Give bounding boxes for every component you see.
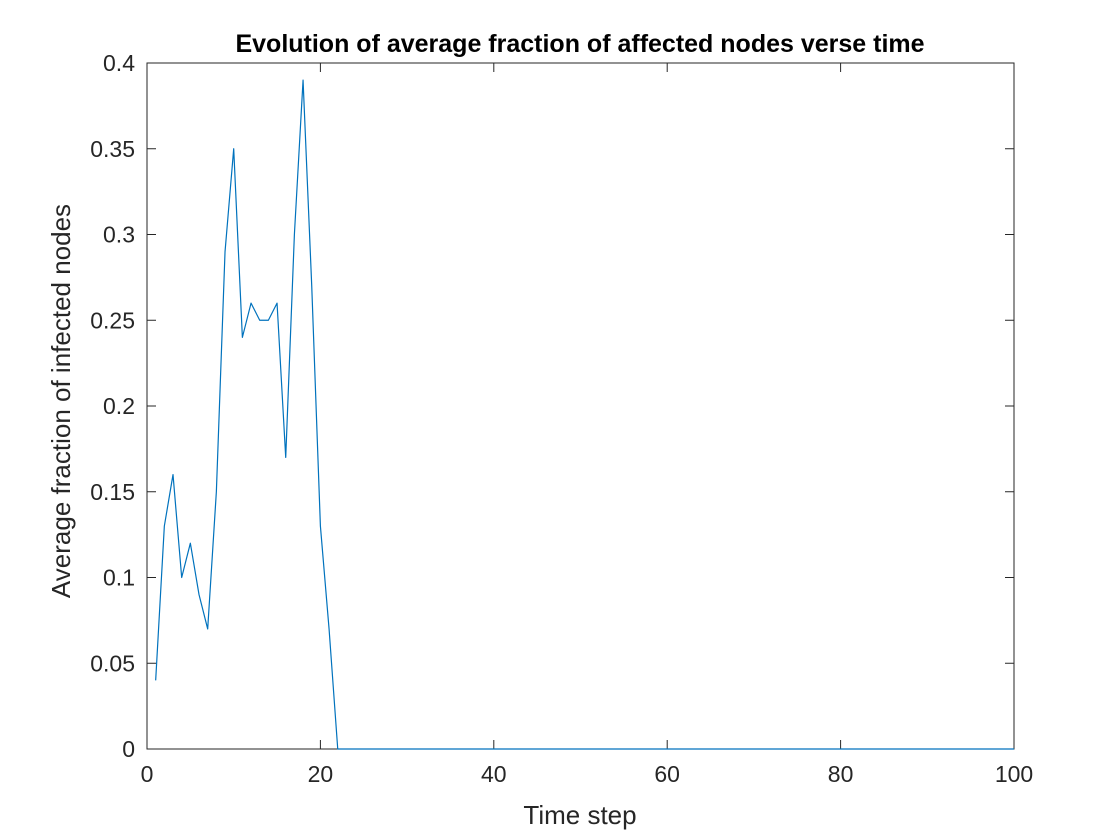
series-layer bbox=[155, 79, 1014, 750]
chart-title: Evolution of average fraction of affecte… bbox=[235, 30, 924, 58]
x-tick-label: 0 bbox=[141, 761, 154, 787]
x-tick-label: 60 bbox=[654, 761, 680, 787]
y-tick-label: 0.35 bbox=[90, 136, 135, 162]
x-axis-label: Time step bbox=[523, 800, 636, 830]
y-tick-label: 0.3 bbox=[103, 222, 135, 248]
y-tick-label: 0.15 bbox=[90, 479, 135, 505]
y-tick-label: 0.25 bbox=[90, 307, 135, 333]
x-tick-label: 20 bbox=[308, 761, 334, 787]
series-line bbox=[155, 79, 1014, 750]
y-tick-label: 0 bbox=[122, 736, 135, 762]
x-axis-ticks: 0 20 40 60 80 100 bbox=[141, 63, 1033, 787]
y-axis-label: Average fraction of infected nodes bbox=[46, 204, 76, 598]
y-tick-label: 0.1 bbox=[103, 565, 135, 591]
x-tick-label: 100 bbox=[995, 761, 1033, 787]
y-axis-ticks: 0 0.05 0.1 0.15 0.2 0.25 0.3 0.35 0.4 bbox=[90, 50, 1014, 762]
y-tick-label: 0.4 bbox=[103, 50, 135, 76]
x-tick-label: 80 bbox=[828, 761, 854, 787]
y-tick-label: 0.05 bbox=[90, 650, 135, 676]
plot-area: 0 20 40 60 80 100 00.050.10.150.20.250.30.350… bbox=[90, 50, 1033, 787]
x-tick-label: 40 bbox=[481, 761, 507, 787]
y-tick-label: 0.2 bbox=[103, 393, 135, 419]
